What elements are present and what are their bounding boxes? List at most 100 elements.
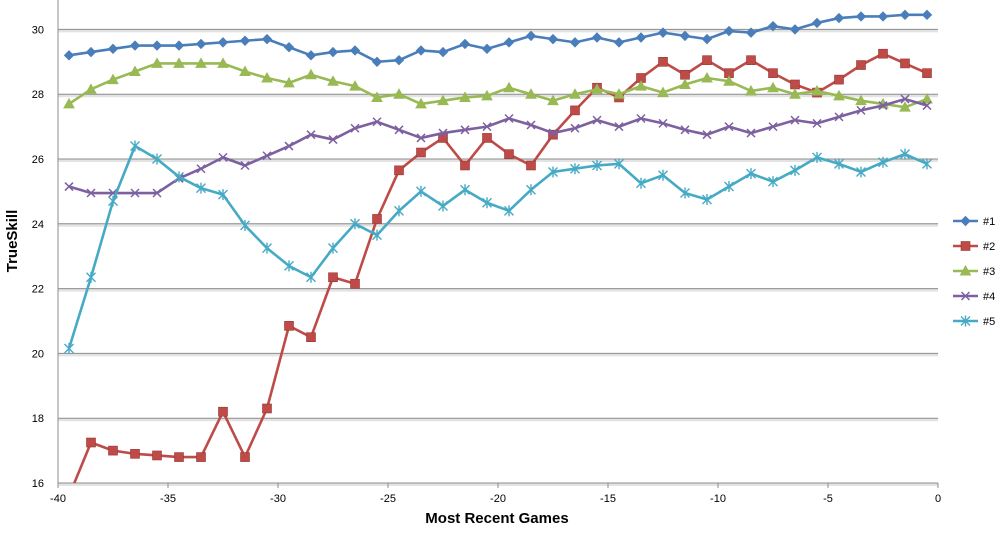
data-point: [437, 94, 449, 106]
data-point: [372, 214, 382, 224]
data-point: [613, 88, 625, 99]
data-point: [635, 80, 647, 91]
data-point: [768, 176, 778, 188]
data-point: [152, 188, 162, 198]
data-point: [657, 27, 669, 38]
data-point: [525, 30, 537, 42]
data-point: [481, 43, 493, 55]
data-point: [899, 101, 911, 112]
data-point: [328, 272, 338, 283]
data-point: [899, 9, 911, 21]
data-point: [108, 195, 118, 207]
data-point: [262, 403, 272, 414]
data-point: [658, 169, 668, 181]
data-point: [63, 97, 75, 109]
data-point: [349, 45, 361, 56]
series-4: [64, 94, 932, 198]
data-point: [173, 57, 185, 68]
legend-marker: [960, 315, 971, 327]
data-point: [328, 135, 338, 145]
data-point: [921, 9, 933, 21]
data-point: [151, 57, 163, 68]
y-tick-label: 28: [32, 89, 44, 101]
series-1: [63, 9, 933, 68]
data-point: [856, 60, 866, 70]
data-point: [85, 83, 97, 94]
data-point: [85, 46, 97, 58]
axes: [57, 0, 939, 488]
data-point: [482, 197, 492, 209]
data-point: [548, 166, 558, 178]
data-point: [107, 73, 119, 85]
data-point: [570, 123, 580, 133]
data-point: [547, 33, 559, 45]
legend-label: #1: [983, 216, 995, 228]
data-point: [349, 80, 361, 91]
data-point: [438, 200, 448, 212]
data-point: [833, 12, 845, 24]
legend-marker: [959, 264, 972, 276]
legend-item: #3: [953, 264, 995, 278]
data-point: [746, 55, 756, 65]
data-point: [591, 32, 603, 43]
data-point: [547, 94, 559, 106]
data-point: [613, 37, 625, 48]
data-point: [614, 158, 624, 170]
data-point: [306, 130, 316, 140]
data-point: [372, 117, 382, 127]
data-point: [789, 88, 801, 99]
data-point: [701, 33, 713, 45]
data-point: [371, 56, 383, 68]
data-point: [152, 450, 162, 461]
data-point: [878, 101, 888, 111]
data-point: [195, 38, 207, 50]
data-point: [130, 140, 140, 152]
x-tick-label: -30: [270, 493, 286, 505]
data-point: [504, 149, 514, 159]
data-point: [636, 113, 646, 124]
data-point: [768, 68, 778, 78]
data-point: [702, 55, 712, 65]
x-tick-label: 0: [935, 493, 941, 505]
data-point: [855, 11, 867, 22]
series-5: [64, 140, 932, 355]
data-point: [526, 120, 536, 130]
x-axis-title: Most Recent Games: [425, 510, 568, 527]
data-point: [856, 105, 866, 115]
legend-label: #5: [983, 316, 995, 328]
series-line: [68, 62, 928, 109]
data-point: [812, 118, 822, 128]
x-tick-label: -15: [600, 493, 616, 505]
data-point: [350, 123, 360, 133]
series-line: [68, 97, 928, 195]
data-point: [416, 185, 426, 197]
legend-item: #5: [953, 315, 995, 328]
y-tick-label: 26: [32, 154, 44, 166]
data-point: [834, 158, 844, 170]
data-point: [834, 112, 844, 122]
data-point: [723, 25, 735, 37]
data-point: [812, 151, 822, 163]
data-point: [745, 27, 757, 38]
data-point: [922, 68, 932, 78]
data-point: [240, 219, 250, 231]
data-point: [217, 37, 229, 48]
data-point: [394, 205, 404, 217]
data-point: [811, 17, 823, 29]
series-2: [72, 48, 932, 483]
data-point: [196, 182, 206, 194]
legend-label: #2: [983, 241, 995, 253]
data-point: [239, 65, 251, 77]
data-point: [129, 40, 141, 51]
data-point: [350, 278, 360, 289]
y-tick-label: 22: [32, 284, 44, 296]
y-axis-title: TrueSkill: [4, 210, 21, 273]
data-point: [525, 88, 537, 99]
data-point: [811, 84, 823, 96]
data-point: [856, 166, 866, 178]
data-point: [723, 75, 735, 86]
data-point: [635, 32, 647, 43]
legend-marker: [960, 215, 971, 227]
x-tick-label: -35: [160, 493, 176, 505]
data-point: [482, 133, 492, 143]
